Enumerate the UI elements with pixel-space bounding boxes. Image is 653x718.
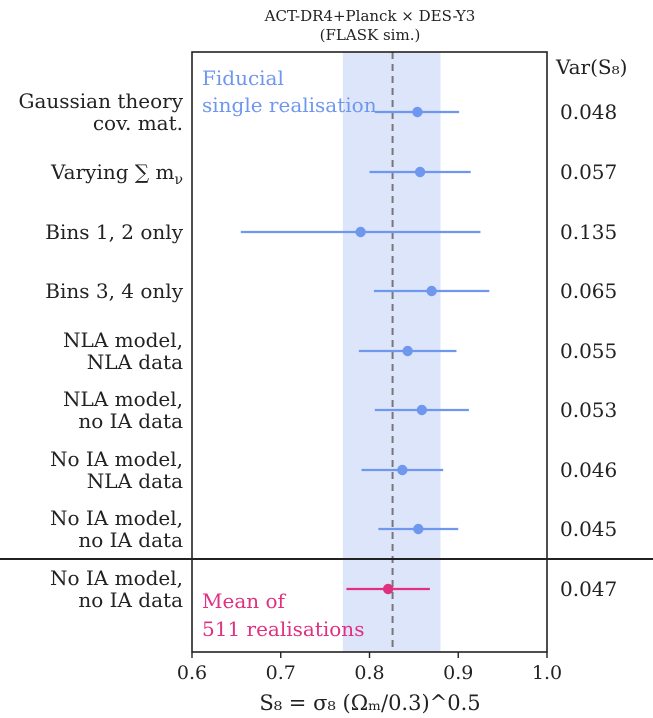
variance-value: 0.045 [560,517,617,541]
row-label-subscript: ν [174,172,183,188]
row-label-line: No IA model, [50,566,183,590]
variance-value: 0.046 [560,458,617,482]
data-point [397,464,408,476]
variance-value: 0.055 [560,339,617,363]
x-tick-label: 0.9 [443,662,473,684]
x-axis-ticks: 0.6 0.7 0.8 0.9 1.0 [177,652,562,684]
data-point [412,106,423,118]
chart-title-line1: ACT-DR4+Planck × DES-Y3 [264,7,476,25]
row-label-line: NLA data [87,469,183,493]
data-point [382,583,394,595]
row-label: Bins 3, 4 only [45,279,183,303]
x-tick-label: 0.6 [177,662,207,684]
variance-value: 0.057 [560,160,617,184]
row-label-line: no IA data [78,588,183,612]
data-point [355,226,366,238]
row-label-line: NLA model, [63,387,183,411]
variance-value: 0.048 [560,100,617,124]
x-tick-label: 0.8 [354,662,384,684]
data-point [416,404,428,416]
band-note-line1: Fiducial [202,66,284,90]
variance-value: 0.047 [560,577,617,601]
mean-note-line1: Mean of [202,589,287,613]
x-tick-label: 0.7 [266,662,296,684]
data-point [413,523,424,535]
chart-title-line2: (FLASK sim.) [320,26,421,44]
x-tick-label: 1.0 [532,662,562,684]
variance-value: 0.135 [560,220,617,244]
variance-value: 0.053 [560,398,617,422]
data-point [426,285,437,297]
row-label-line: NLA data [87,350,183,374]
x-axis-label: S₈ = σ₈ (Ωₘ/0.3)^0.5 [259,691,480,715]
variance-value: 0.065 [560,279,617,303]
row-label: Bins 1, 2 only [45,220,183,244]
row-label-line: no IA data [78,528,183,552]
mean-note-line2: 511 realisations [202,617,364,641]
row-label-line: Gaussian theory [18,89,183,113]
row-label-main: Varying ∑ m [50,160,174,184]
band-note-line2: single realisation [202,93,377,117]
row-label: Varying ∑ mν [50,160,183,188]
row-label-line: cov. mat. [93,111,183,135]
row-label-line: NLA model, [63,328,183,352]
row-label-line: no IA data [78,409,183,433]
variance-header: Var(S₈) [555,55,627,79]
data-point [414,166,426,178]
row-label-line: No IA model, [50,447,183,471]
data-point [402,345,413,357]
row-label-line: No IA model, [50,506,183,530]
